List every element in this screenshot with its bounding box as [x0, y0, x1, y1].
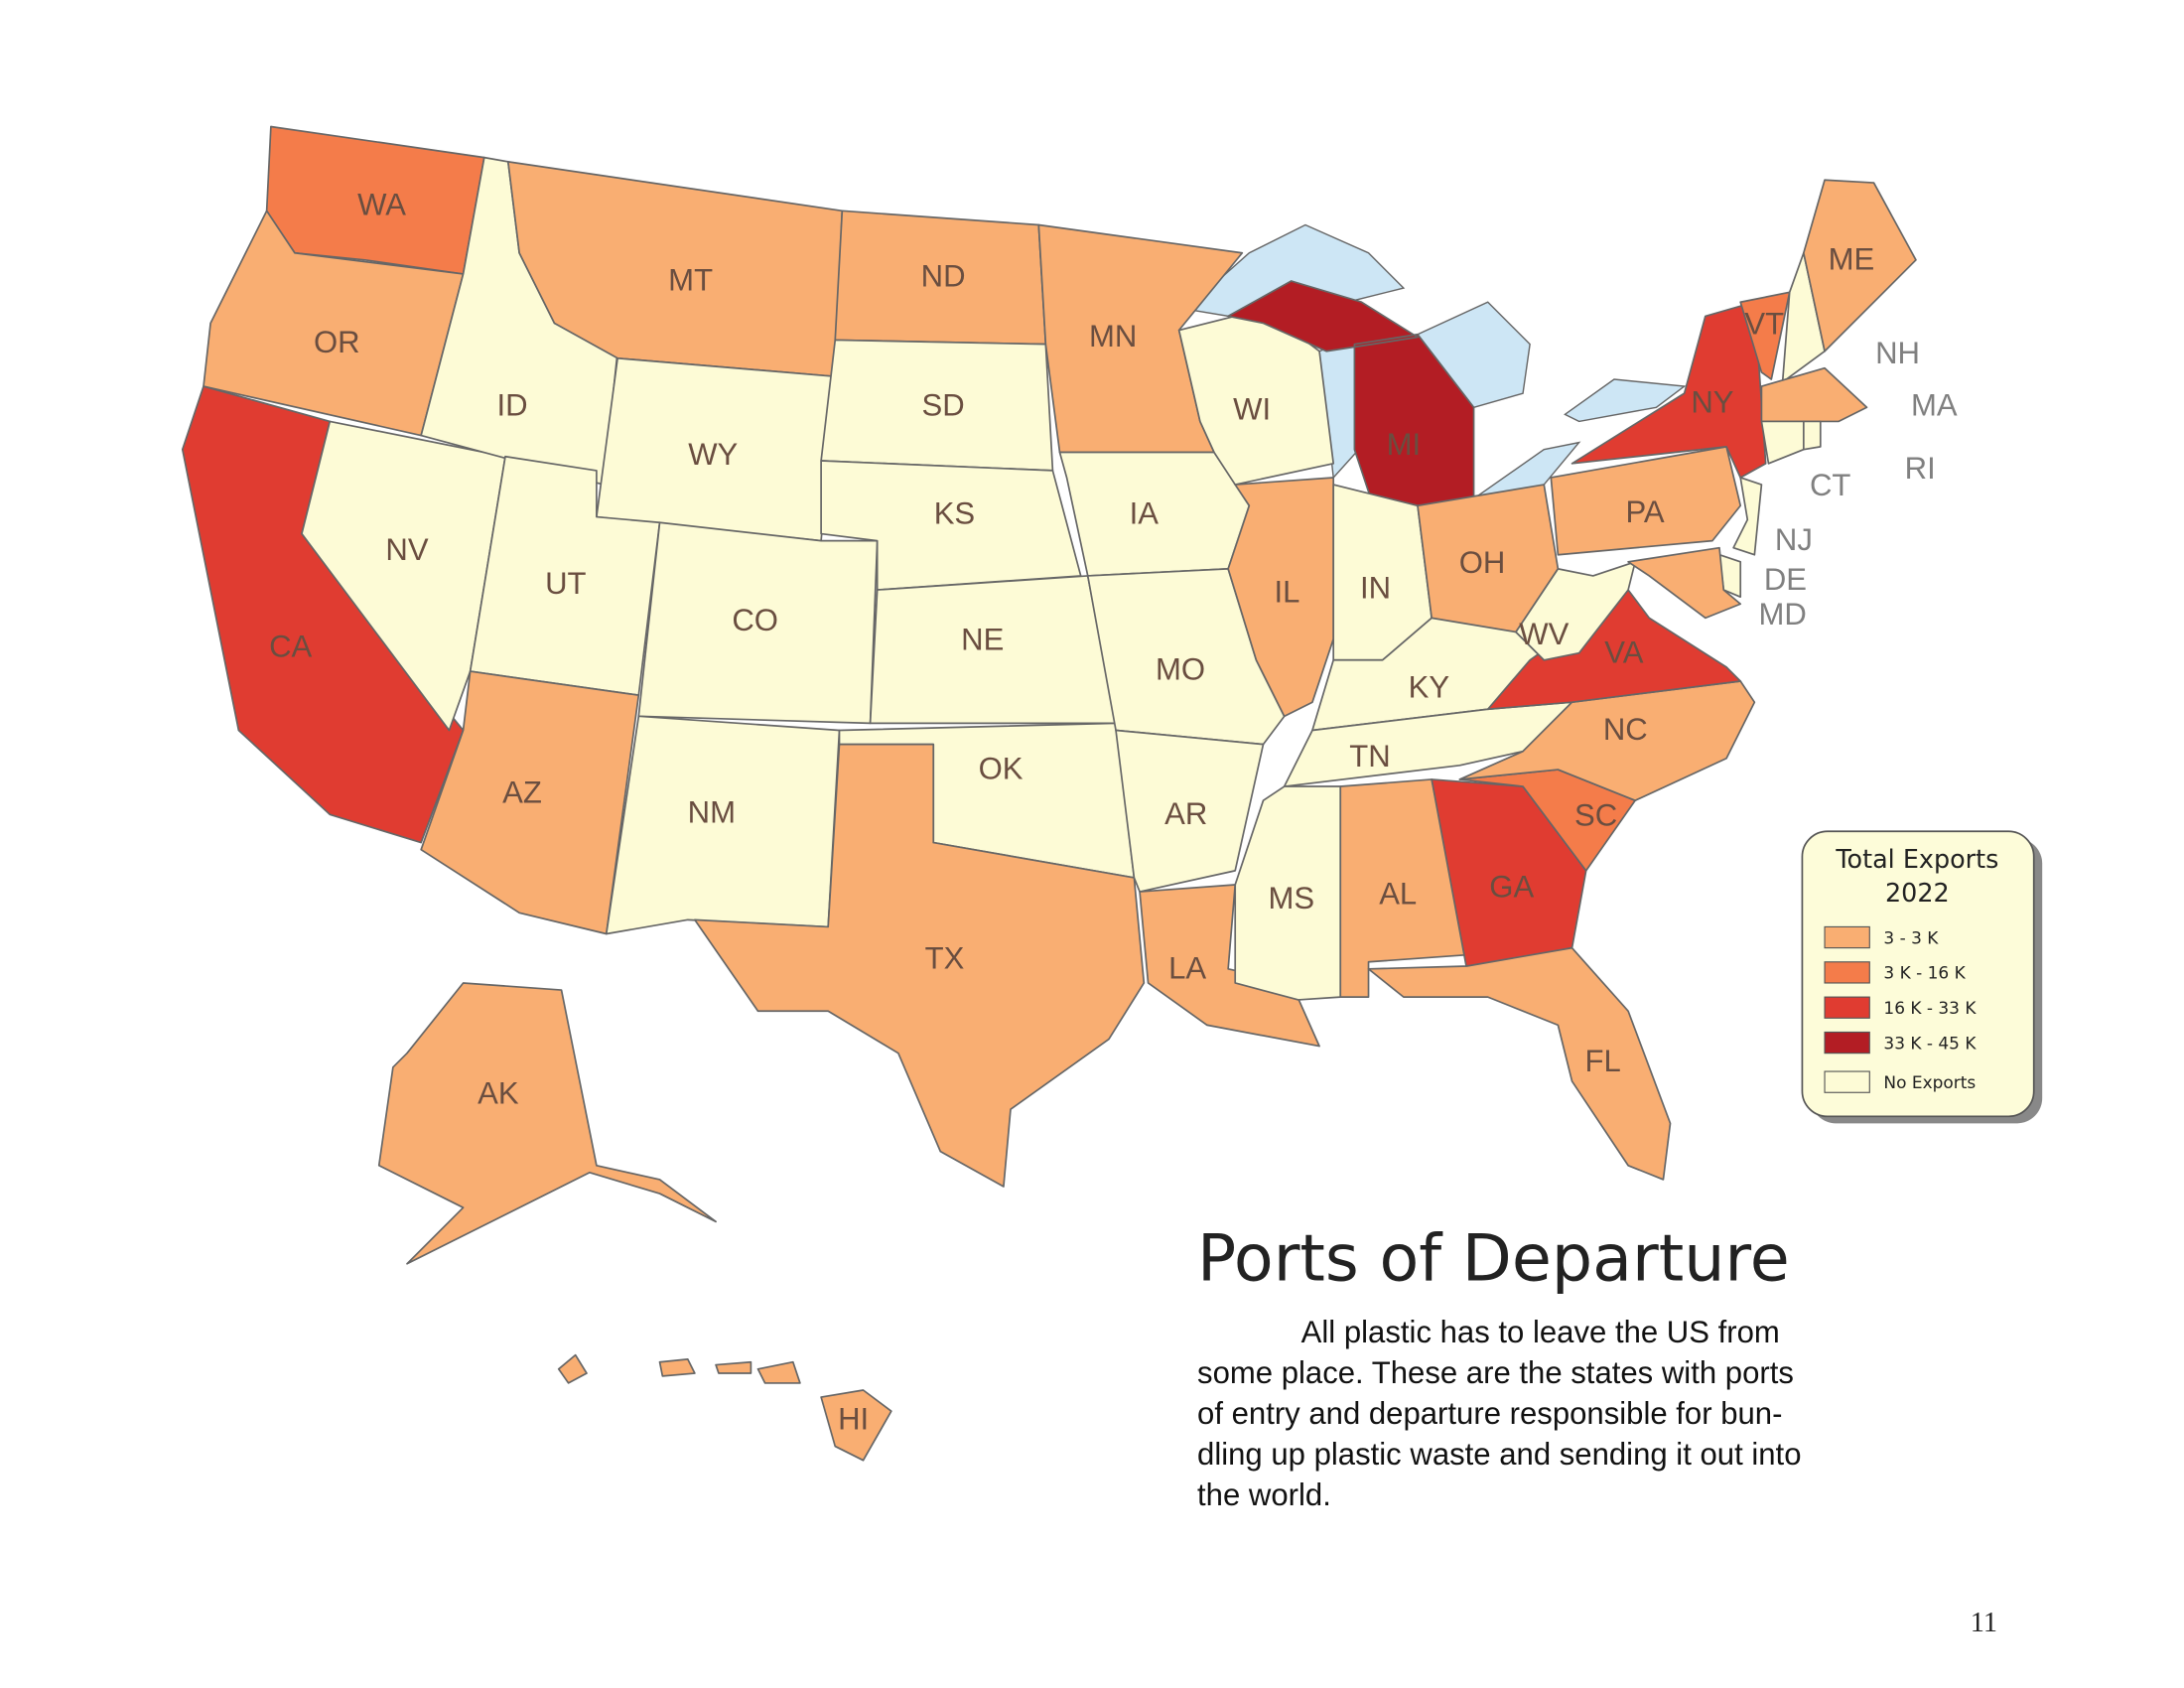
- state: [1570, 301, 1767, 479]
- state-label: LA: [1168, 950, 1206, 985]
- legend-items: 3 - 3 K 3 K - 16 K 16 K - 33 K 33 K - 45 K N…: [1824, 925, 1977, 1093]
- state: [1627, 546, 1742, 620]
- state: [1550, 446, 1742, 556]
- state-label: WI: [1233, 392, 1271, 427]
- state-label: ME: [1829, 241, 1875, 276]
- state: [1760, 366, 1868, 423]
- state-label: GA: [1489, 869, 1534, 904]
- state-label: OR: [314, 325, 360, 359]
- state-label: MN: [1089, 319, 1137, 353]
- legend-swatch: [1824, 996, 1870, 1019]
- legend-label: 16 K - 33 K: [1883, 998, 1977, 1018]
- state: [1367, 946, 1672, 1181]
- state-label: OK: [979, 752, 1024, 786]
- state: [1802, 420, 1822, 451]
- state-label: VA: [1604, 634, 1643, 669]
- state-label: HI: [838, 1401, 869, 1436]
- state-label: AZ: [502, 775, 542, 810]
- page-number: 11: [1971, 1608, 1997, 1638]
- state-label: IL: [1275, 575, 1300, 610]
- state-labels: WA OR CA NV ID MT WY UT CO AZ NM ND SD KS NE OK TX MN IA MO…: [269, 187, 1958, 1436]
- state-label: MS: [1268, 881, 1314, 915]
- state-label: MA: [1911, 388, 1958, 423]
- state-label: IA: [1130, 495, 1160, 530]
- state-label: MT: [668, 263, 713, 298]
- legend-swatch: [1824, 1031, 1870, 1055]
- legend-title: Total Exports: [1835, 844, 1998, 874]
- state-label: OH: [1459, 545, 1506, 580]
- state-label: VT: [1744, 306, 1784, 341]
- state: [1115, 729, 1265, 893]
- state-label: TN: [1349, 739, 1390, 774]
- state-label: SD: [922, 388, 965, 423]
- state-label: WA: [357, 187, 406, 221]
- state: [637, 521, 879, 725]
- page-title: Ports of Departure: [1197, 1222, 1790, 1297]
- state-label: NC: [1603, 712, 1648, 747]
- state-label: MD: [1758, 597, 1806, 632]
- legend-label: 3 K - 16 K: [1883, 963, 1966, 983]
- state-label: NY: [1691, 385, 1733, 420]
- state: [557, 1353, 892, 1462]
- state-label: FL: [1585, 1044, 1621, 1078]
- state-label: WV: [1519, 617, 1569, 651]
- state-label: UT: [545, 566, 586, 601]
- state-label: MO: [1156, 651, 1205, 686]
- state-label: ND: [921, 258, 966, 293]
- state-label: TX: [925, 941, 965, 976]
- state-label: NE: [961, 623, 1004, 657]
- state-label: WY: [688, 437, 738, 472]
- legend-label: 3 - 3 K: [1883, 927, 1939, 947]
- state-label: ID: [497, 388, 528, 423]
- state-label: SC: [1574, 797, 1617, 832]
- legend-label: No Exports: [1883, 1072, 1976, 1092]
- states: [181, 125, 1917, 1462]
- body-text: All plastic has to leave the US from some…: [1197, 1315, 1801, 1512]
- state-label: AR: [1164, 796, 1207, 831]
- state: [420, 670, 640, 935]
- body-line: some place. These are the states with po…: [1197, 1355, 1794, 1390]
- state: [1515, 560, 1637, 661]
- state-label: PA: [1625, 494, 1664, 529]
- state: [1139, 884, 1320, 1048]
- state-label: NM: [688, 795, 736, 830]
- state: [377, 982, 717, 1265]
- legend-swatch: [1824, 961, 1870, 984]
- state-label: RI: [1905, 451, 1936, 486]
- state-label: NH: [1875, 336, 1920, 370]
- state-label: AK: [478, 1075, 519, 1110]
- body-line: All plastic has to leave the US from: [1301, 1315, 1780, 1349]
- legend-title: 2022: [1885, 878, 1950, 908]
- state-label: IN: [1360, 570, 1391, 605]
- state-label: CA: [269, 630, 312, 664]
- body-line: of entry and departure responsible for b…: [1197, 1396, 1782, 1431]
- state-label: CO: [732, 603, 778, 637]
- state-label: CT: [1810, 468, 1850, 502]
- legend-label: 33 K - 45 K: [1883, 1033, 1977, 1053]
- body-line: the world.: [1197, 1477, 1331, 1512]
- state-label: DE: [1764, 562, 1807, 597]
- legend-swatch: [1824, 1070, 1870, 1093]
- state-label: AL: [1379, 877, 1417, 912]
- legend: Total Exports 2022 3 - 3 K 3 K - 16 K 16 K…: [1801, 830, 2043, 1124]
- state-label: MI: [1387, 427, 1422, 462]
- state: [1802, 179, 1917, 352]
- state: [1732, 477, 1763, 556]
- legend-swatch: [1824, 925, 1870, 949]
- state-label: NV: [385, 532, 428, 567]
- state: [694, 743, 1146, 1188]
- lake-ontario: [1564, 378, 1687, 423]
- state-label: KY: [1409, 670, 1450, 705]
- state-label: NJ: [1775, 522, 1813, 557]
- state: [1739, 291, 1791, 380]
- body-line: dling up plastic waste and sending it ou…: [1197, 1437, 1801, 1472]
- state-label: KS: [934, 495, 975, 530]
